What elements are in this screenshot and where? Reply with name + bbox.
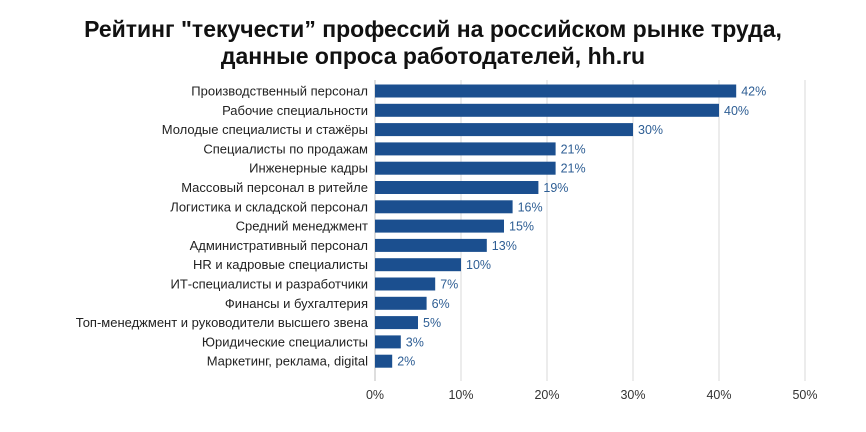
category-label: Производственный персонал: [191, 84, 368, 99]
bar-value-label: 16%: [518, 200, 543, 214]
bar: [375, 161, 556, 175]
bar: [375, 316, 418, 330]
bar-value-label: 10%: [466, 258, 491, 272]
category-label: Административный персонал: [190, 238, 368, 253]
category-label: Молодые специалисты и стажёры: [162, 122, 368, 137]
category-label: Массовый персонал в ритейле: [181, 180, 368, 195]
category-label: Инженерные кадры: [249, 161, 368, 176]
category-label: Рабочие специальности: [222, 103, 368, 118]
category-label: Логистика и складской персонал: [170, 199, 368, 214]
bar-value-label: 7%: [440, 278, 458, 292]
bar: [375, 335, 401, 349]
category-labels: Производственный персонал Рабочие специал…: [76, 84, 369, 369]
bar: [375, 200, 513, 214]
bar: [375, 354, 393, 368]
bar-value-label: 3%: [406, 335, 424, 349]
category-label: Финансы и бухгалтерия: [225, 296, 368, 311]
x-tick-label: 20%: [534, 388, 559, 402]
category-label: HR и кадровые специалисты: [193, 257, 368, 272]
category-label: Топ-менеджмент и руководители высшего зв…: [76, 315, 369, 330]
bar: [375, 277, 436, 291]
x-tick-label: 10%: [448, 388, 473, 402]
category-label: ИТ-специалисты и разработчики: [170, 277, 368, 292]
x-axis-ticks: 0% 10% 20% 30% 40% 50%: [366, 388, 818, 402]
bar-value-label: 13%: [492, 239, 517, 253]
bar: [375, 238, 487, 252]
bar: [375, 84, 737, 98]
bar-value-label: 40%: [724, 104, 749, 118]
bar: [375, 142, 556, 156]
bar: [375, 181, 539, 194]
bar-value-label: 21%: [561, 162, 586, 176]
x-tick-label: 30%: [620, 388, 645, 402]
x-tick-label: 40%: [706, 388, 731, 402]
bar-value-label: 6%: [432, 297, 450, 311]
bar: [375, 103, 719, 117]
value-labels: 42% 40% 30% 21% 21% 19%16% 15% 13%10% 7% 6% 5% 3% 2%: [397, 85, 766, 369]
category-label: Юридические специалисты: [202, 334, 368, 349]
category-label: Специалисты по продажам: [203, 141, 368, 156]
bar: [375, 258, 461, 272]
x-tick-label: 0%: [366, 388, 384, 402]
chart-title: Рейтинг "текучести” профессий на российс…: [0, 16, 866, 70]
chart-title-line-2: данные опроса работодателей, hh.ru: [220, 43, 646, 69]
bar-value-label: 21%: [561, 142, 586, 156]
x-tick-label: 50%: [792, 388, 817, 402]
bar-value-label: 5%: [423, 316, 441, 330]
bar-value-label: 15%: [509, 220, 534, 234]
bar: [375, 123, 633, 137]
category-label: Средний менеджмент: [236, 219, 368, 234]
bar-value-label: 30%: [638, 123, 663, 137]
category-label: Маркетинг, реклама, digital: [207, 354, 368, 369]
bar-value-label: 2%: [397, 355, 415, 369]
bar: [375, 219, 504, 233]
bar-value-label: 42%: [741, 85, 766, 99]
chart-title-line-1: Рейтинг "текучести” профессий на российс…: [84, 16, 782, 42]
bar-value-label: 19%: [543, 181, 568, 195]
bar: [375, 296, 427, 310]
bars: [375, 84, 737, 368]
